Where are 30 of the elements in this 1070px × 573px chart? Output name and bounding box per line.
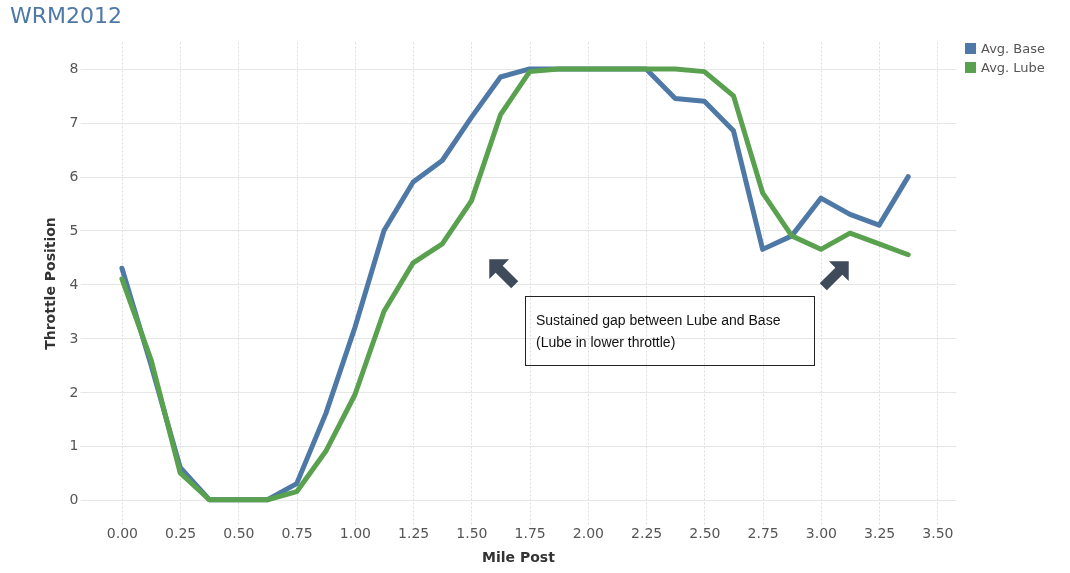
x-tick-label: 0.25 (165, 524, 197, 541)
y-tick-label: 8 (69, 60, 79, 77)
x-tick-label: 2.75 (747, 524, 779, 541)
legend-label: Avg. Lube (981, 59, 1045, 75)
y-tick-label: 4 (69, 275, 79, 292)
y-tick-label: 2 (69, 383, 79, 400)
x-tick-label: 3.00 (805, 524, 837, 541)
x-tick-label: 1.00 (339, 524, 371, 541)
y-axis-title: Throttle Position (41, 217, 58, 350)
x-tick-label: 2.25 (631, 524, 663, 541)
annotation: Sustained gap between Lube and Base (Lube in lower throttle) (525, 296, 815, 366)
x-tick-label: 0.50 (223, 524, 255, 541)
legend-label: Avg. Base (981, 40, 1045, 56)
x-tick-label: 0.00 (106, 524, 139, 541)
chart-title: WRM2012 (10, 3, 123, 28)
x-tick-label: 2.50 (689, 524, 721, 541)
x-tick-label: 1.25 (398, 524, 430, 541)
y-tick-label: 6 (69, 168, 79, 185)
y-tick-label: 1 (69, 437, 79, 454)
x-tick-label: 1.50 (456, 524, 488, 541)
x-tick-label: 3.25 (864, 524, 896, 541)
x-tick-label: 3.50 (922, 524, 954, 541)
x-tick-label: 1.75 (514, 524, 546, 541)
y-tick-label: 3 (69, 329, 79, 346)
x-axis-title: Mile Post (482, 548, 556, 565)
y-tick-label: 0 (69, 491, 79, 508)
y-tick-label: 5 (69, 221, 79, 238)
x-tick-label: 0.75 (281, 524, 313, 541)
x-tick-label: 2.00 (572, 524, 604, 541)
y-tick-label: 7 (69, 114, 79, 131)
